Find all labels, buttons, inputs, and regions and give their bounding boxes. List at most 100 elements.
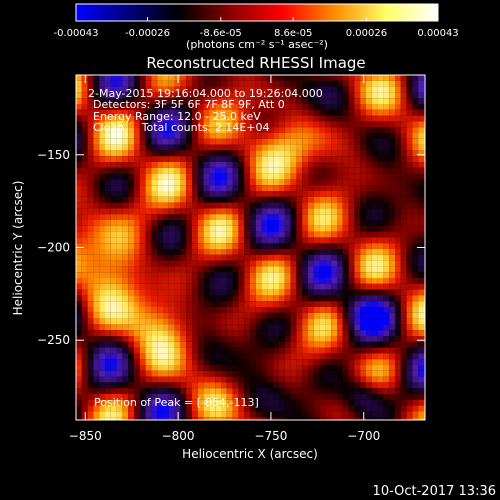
heatmap-cell [163, 191, 169, 197]
heatmap-cell [174, 115, 181, 122]
heatmap-cell [366, 220, 372, 226]
heatmap-cell [209, 150, 216, 157]
heatmap-cell [139, 80, 146, 87]
heatmap-cell [418, 272, 424, 278]
heatmap-cell [366, 324, 372, 331]
heatmap-cell [337, 399, 343, 406]
heatmap-cell [308, 121, 314, 128]
heatmap-cell [139, 220, 146, 226]
heatmap-cell [337, 312, 343, 319]
heatmap-cell [342, 249, 349, 255]
heatmap-cell [348, 249, 355, 255]
heatmap-cell [145, 254, 152, 261]
heatmap-cell [371, 336, 378, 342]
heatmap-cell [395, 92, 401, 99]
heatmap-cell [238, 341, 245, 348]
heatmap-cell [290, 318, 297, 325]
heatmap-cell [203, 341, 210, 348]
heatmap-cell [197, 411, 204, 418]
heatmap-cell [168, 399, 175, 406]
heatmap-cell [116, 104, 123, 110]
heatmap-cell [348, 75, 355, 81]
heatmap-cell [337, 75, 343, 81]
heatmap-cell [81, 75, 88, 81]
heatmap-cell [406, 417, 413, 420]
heatmap-cell [215, 347, 221, 354]
heatmap-cell [116, 179, 123, 186]
heatmap-cell [168, 324, 175, 331]
heatmap-cell [209, 301, 216, 307]
heatmap-cell [128, 417, 134, 420]
heatmap-cell [157, 394, 163, 400]
heatmap-cell [331, 202, 337, 209]
heatmap-cell [110, 80, 117, 87]
heatmap-cell [238, 353, 245, 360]
y-axis-label: Heliocentric Y (arcsec) [11, 181, 25, 316]
heatmap-cell [313, 98, 320, 104]
heatmap-cell [383, 237, 390, 244]
heatmap-cell [383, 86, 390, 93]
heatmap-cell [319, 80, 326, 87]
heatmap-cell [302, 260, 308, 267]
heatmap-cell [122, 144, 129, 151]
heatmap-cell [203, 301, 210, 307]
heatmap-cell [180, 220, 187, 226]
heatmap-cell [186, 347, 192, 354]
heatmap-cell [395, 196, 401, 203]
heatmap-cell [418, 382, 424, 389]
heatmap-cell [342, 353, 349, 360]
heatmap-cell [203, 144, 210, 151]
heatmap-cell [267, 144, 274, 151]
heatmap-cell [244, 359, 250, 365]
heatmap-cell [366, 80, 372, 87]
heatmap-cell [296, 254, 303, 261]
heatmap-cell [174, 324, 181, 331]
heatmap-cell [139, 243, 146, 249]
heatmap-cell [273, 121, 279, 128]
heatmap-cell [348, 138, 355, 145]
heatmap-cell [377, 220, 384, 226]
heatmap-cell [221, 150, 227, 157]
heatmap-cell [267, 370, 274, 377]
heatmap-cell [145, 109, 152, 116]
heatmap-cell [116, 382, 123, 389]
heatmap-cell [76, 260, 82, 267]
heatmap-cell [238, 289, 245, 296]
heatmap-cell [180, 127, 187, 133]
heatmap-cell [342, 312, 349, 319]
heatmap-cell [145, 243, 152, 249]
heatmap-cell [192, 243, 198, 249]
heatmap-cell [215, 121, 221, 128]
heatmap-cell [180, 307, 187, 313]
heatmap-cell [302, 399, 308, 406]
heatmap-cell [313, 156, 320, 162]
heatmap-cell [325, 399, 332, 406]
heatmap-cell [296, 121, 303, 128]
heatmap-cell [192, 220, 198, 226]
heatmap-cell [366, 417, 372, 420]
heatmap-cell [406, 225, 413, 232]
heatmap-cell [406, 109, 413, 116]
heatmap-cell [203, 185, 210, 191]
heatmap-cell [400, 133, 407, 139]
heatmap-cell [290, 405, 297, 412]
heatmap-cell [284, 231, 291, 238]
heatmap-cell [296, 405, 303, 412]
heatmap-cell [122, 289, 129, 296]
heatmap-cell [308, 272, 314, 278]
heatmap-cell [232, 121, 239, 128]
heatmap-cell [412, 289, 419, 296]
heatmap-cell [250, 121, 256, 128]
heatmap-cell [331, 80, 337, 87]
heatmap-cell [308, 394, 314, 400]
heatmap-cell [395, 249, 401, 255]
heatmap-cell [157, 405, 163, 412]
heatmap-cell [342, 243, 349, 249]
heatmap-cell [232, 336, 239, 342]
heatmap-cell [377, 214, 384, 220]
heatmap-cell [267, 382, 274, 389]
heatmap-cell [244, 278, 250, 284]
heatmap-cell [203, 86, 210, 93]
heatmap-cell [203, 312, 210, 319]
